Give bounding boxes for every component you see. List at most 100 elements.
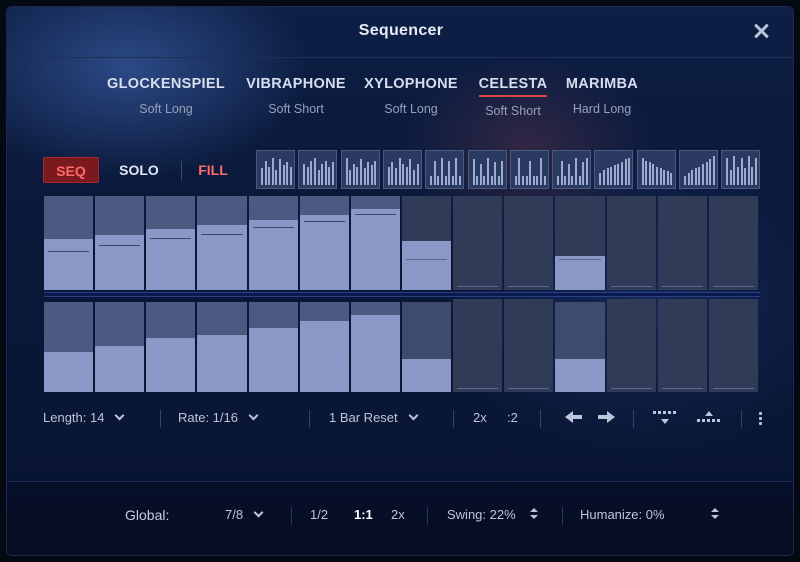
pattern-bar <box>451 176 454 185</box>
pattern-bar <box>539 158 542 185</box>
instrument-tab-celesta[interactable]: CELESTA Soft Short <box>475 75 551 118</box>
velocity-step[interactable] <box>402 196 452 290</box>
gate-step[interactable] <box>555 299 605 392</box>
length-dropdown[interactable]: Length: 14 <box>43 405 125 431</box>
velocity-step[interactable] <box>555 196 605 290</box>
swing-stepper[interactable]: Swing: 22% <box>447 502 538 528</box>
global-meter-dropdown[interactable]: 7/8 <box>225 502 264 528</box>
gate-step[interactable] <box>657 299 707 392</box>
velocity-step[interactable] <box>350 196 400 290</box>
pattern-bar <box>613 165 616 185</box>
gate-step[interactable] <box>248 299 298 392</box>
shift-right-arrow-icon[interactable] <box>597 410 615 426</box>
pattern-preset[interactable] <box>721 150 761 189</box>
pattern-bar <box>479 164 482 185</box>
gate-step[interactable] <box>606 299 656 392</box>
gate-step[interactable] <box>504 299 554 392</box>
gate-step[interactable] <box>708 299 758 392</box>
pattern-bar <box>321 164 324 185</box>
sequencer-window: Sequencer GLOCKENSPIEL Soft Long VIBRAPH… <box>6 6 794 556</box>
pattern-bar <box>543 176 546 185</box>
shift-left-arrow-icon[interactable] <box>565 410 583 426</box>
pattern-bar <box>536 176 539 185</box>
pattern-bar <box>398 158 401 185</box>
pattern-preset[interactable] <box>425 150 465 189</box>
pattern-bar <box>289 167 292 185</box>
gate-step[interactable] <box>95 299 145 392</box>
pattern-preset[interactable] <box>340 150 380 189</box>
instrument-tab-xylophone[interactable]: XYLOPHONE Soft Long <box>361 75 461 116</box>
velocity-step[interactable] <box>197 196 247 290</box>
global-one-button[interactable]: 1:1 <box>354 507 373 522</box>
global-meter-value: 7/8 <box>225 507 244 522</box>
velocity-step[interactable] <box>146 196 196 290</box>
global-half-button[interactable]: 1/2 <box>310 507 329 522</box>
pattern-bar <box>430 176 433 185</box>
pattern-bar <box>521 176 524 185</box>
pattern-preset[interactable] <box>467 150 507 189</box>
velocity-step[interactable] <box>453 196 503 290</box>
gate-step[interactable] <box>44 299 94 392</box>
pattern-bar <box>444 176 447 185</box>
velocity-step[interactable] <box>248 196 298 290</box>
velocity-step[interactable] <box>299 196 349 290</box>
pattern-preset[interactable] <box>256 150 295 189</box>
pattern-preset[interactable] <box>382 150 422 189</box>
pattern-preset[interactable] <box>636 150 676 189</box>
velocity-step[interactable] <box>708 196 758 290</box>
pattern-bar <box>599 173 602 185</box>
pattern-bar <box>286 162 289 185</box>
rate-value: Rate: 1/16 <box>178 410 238 425</box>
pattern-bar <box>582 162 585 185</box>
fill-mode-button[interactable]: FILL <box>198 162 228 178</box>
reset-dropdown[interactable]: 1 Bar Reset <box>329 405 419 431</box>
close-icon[interactable] <box>751 21 771 41</box>
double-rate-button[interactable]: 2x <box>473 410 487 425</box>
half-rate-button[interactable]: :2 <box>507 410 518 425</box>
pattern-bar <box>303 164 306 185</box>
mode-divider <box>181 161 182 181</box>
instrument-name: CELESTA <box>478 76 548 97</box>
seq-mode-button[interactable]: SEQ <box>43 157 99 183</box>
pattern-bar <box>472 159 475 185</box>
up-down-icon <box>710 508 719 520</box>
gate-step[interactable] <box>197 299 247 392</box>
more-options-icon[interactable] <box>757 411 765 427</box>
global-double-button[interactable]: 2x <box>391 507 405 522</box>
humanize-stepper[interactable]: Humanize: 0% <box>580 502 719 528</box>
velocity-step[interactable] <box>606 196 656 290</box>
pattern-bar <box>264 161 267 185</box>
pattern-bar <box>356 167 359 185</box>
gate-step[interactable] <box>299 299 349 392</box>
shift-down-icon[interactable] <box>653 411 677 427</box>
control-divider <box>453 410 454 428</box>
up-down-icon <box>529 508 538 520</box>
pattern-preset[interactable] <box>298 150 338 189</box>
instrument-tab-vibraphone[interactable]: VIBRAPHONE Soft Short <box>241 75 351 116</box>
pattern-bar <box>578 176 581 185</box>
instrument-articulation: Hard Long <box>572 102 632 116</box>
instrument-name: GLOCKENSPIEL <box>107 76 225 92</box>
pattern-bar <box>409 159 412 185</box>
solo-mode-button[interactable]: SOLO <box>119 162 159 178</box>
velocity-step[interactable] <box>504 196 554 290</box>
velocity-step[interactable] <box>95 196 145 290</box>
velocity-step[interactable] <box>44 196 94 290</box>
pattern-preset[interactable] <box>679 150 718 189</box>
gate-step[interactable] <box>146 299 196 392</box>
instrument-tab-glockenspiel[interactable]: GLOCKENSPIEL Soft Long <box>103 75 229 116</box>
instrument-name: MARIMBA <box>565 76 639 92</box>
pattern-preset[interactable] <box>594 150 634 189</box>
pattern-bar <box>310 161 313 185</box>
gate-step[interactable] <box>350 299 400 392</box>
velocity-step[interactable] <box>657 196 707 290</box>
pattern-preset[interactable] <box>509 150 549 189</box>
swing-value: Swing: 22% <box>447 507 516 522</box>
gate-step[interactable] <box>402 299 452 392</box>
rate-dropdown[interactable]: Rate: 1/16 <box>178 405 259 431</box>
pattern-preset[interactable] <box>552 150 592 189</box>
pattern-bar <box>648 162 651 185</box>
shift-up-icon[interactable] <box>697 411 721 427</box>
instrument-tab-marimba[interactable]: MARIMBA Hard Long <box>561 75 643 116</box>
gate-step[interactable] <box>453 299 503 392</box>
